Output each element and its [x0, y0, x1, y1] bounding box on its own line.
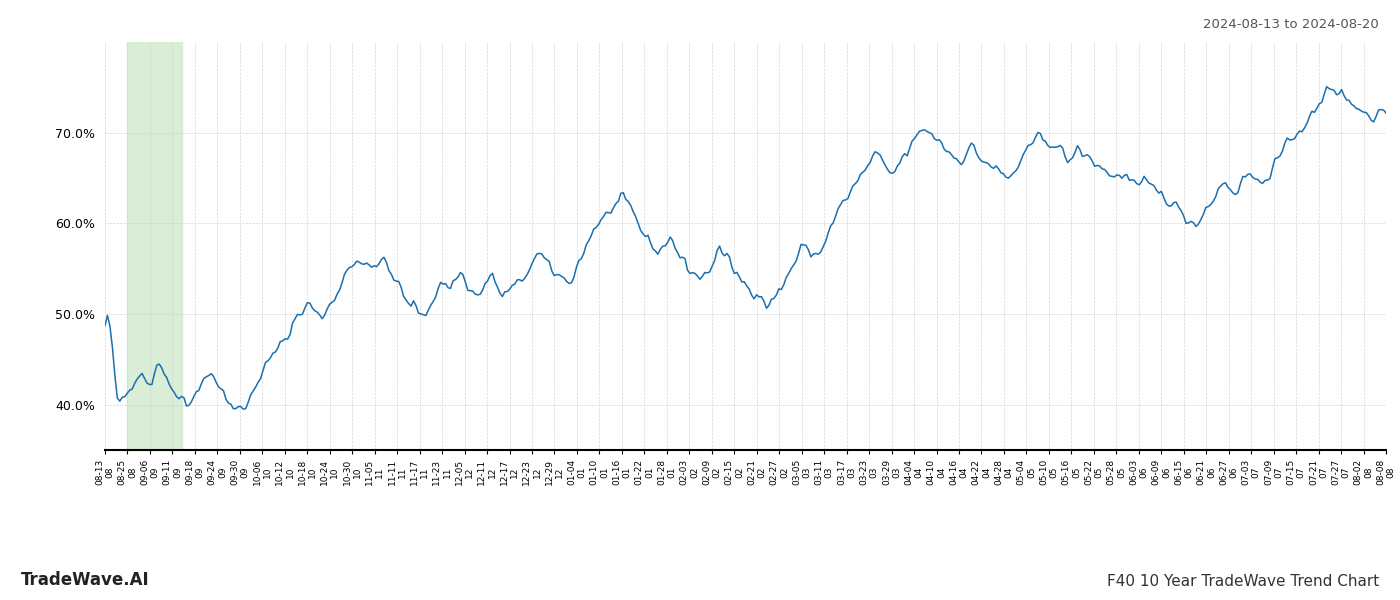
- Text: F40 10 Year TradeWave Trend Chart: F40 10 Year TradeWave Trend Chart: [1107, 574, 1379, 589]
- Text: TradeWave.AI: TradeWave.AI: [21, 571, 150, 589]
- Text: 2024-08-13 to 2024-08-20: 2024-08-13 to 2024-08-20: [1203, 18, 1379, 31]
- Bar: [127, 42, 182, 450]
